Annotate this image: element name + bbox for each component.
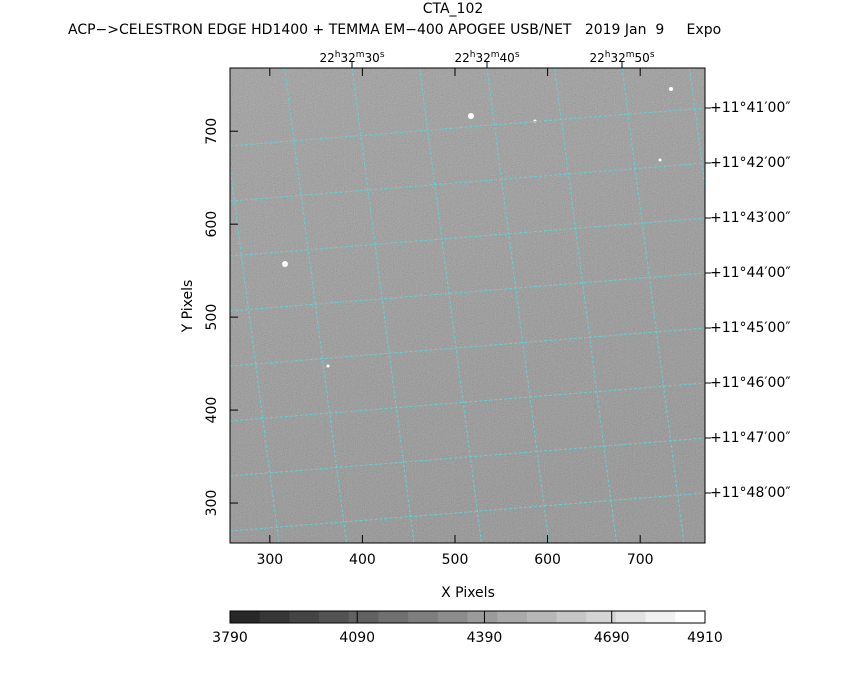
ra-label-part: 50 — [635, 51, 650, 65]
colorbar-block — [437, 611, 468, 623]
ra-label-part: h — [605, 50, 611, 60]
colorbar-block — [497, 611, 528, 623]
ra-label: 22h32m30s — [319, 50, 384, 65]
dec-grid-line — [230, 272, 705, 312]
x-tick-label: 700 — [627, 552, 654, 568]
image — [230, 68, 705, 543]
dec-label: +11°43′00″ — [710, 210, 791, 226]
dec-label: +11°41′00″ — [710, 100, 791, 116]
x-axis-label: X Pixels — [441, 585, 495, 601]
colorbar-block — [289, 611, 320, 623]
ra-label-part: s — [650, 50, 655, 60]
ra-label-part: 40 — [500, 51, 515, 65]
ra-label-part: s — [515, 50, 520, 60]
dec-label: +11°45′00″ — [710, 320, 791, 336]
x-tick-label: 600 — [534, 552, 561, 568]
colorbar-tick-label: 4910 — [687, 630, 723, 646]
colorbar-block — [259, 611, 290, 623]
plot-frame — [229, 67, 706, 544]
colorbar-block — [348, 611, 379, 623]
title: CTA_102 — [423, 1, 484, 17]
ra-label-part: 22 — [454, 51, 469, 65]
y-tick-label: 400 — [204, 397, 220, 424]
y-tick-label: 600 — [204, 211, 220, 238]
star — [669, 87, 673, 91]
colorbar-block — [586, 611, 617, 623]
ra-label-part: h — [335, 50, 341, 60]
subtitle: ACP−>CELESTRON EDGE HD1400 + TEMMA EM−40… — [68, 22, 721, 38]
colorbar-block — [467, 611, 498, 623]
x-tick-label: 300 — [256, 552, 283, 568]
dec-label: +11°44′00″ — [710, 265, 791, 281]
ra-label-part: h — [470, 50, 476, 60]
wcs-grid — [230, 68, 705, 543]
dec-grid-line — [230, 382, 705, 422]
dec-grid-line — [230, 327, 705, 367]
colorbar-block — [319, 611, 350, 623]
x-tick-label: 500 — [442, 552, 469, 568]
ra-label-part: m — [491, 50, 500, 60]
image-noise — [230, 68, 705, 543]
star — [326, 364, 330, 368]
dec-label: +11°42′00″ — [710, 155, 791, 171]
ra-label: 22h32m50s — [589, 50, 654, 65]
star — [282, 261, 288, 267]
dec-label: +11°46′00″ — [710, 375, 791, 391]
y-tick-label: 500 — [204, 304, 220, 331]
star — [658, 158, 662, 162]
colorbar-block — [378, 611, 409, 623]
dec-label: +11°47′00″ — [710, 430, 791, 446]
ra-label-part: 32 — [610, 51, 625, 65]
dec-grid-line — [230, 492, 705, 532]
ra-label-part: 22 — [319, 51, 334, 65]
x-tick-label: 400 — [349, 552, 376, 568]
colorbar-block — [615, 611, 647, 623]
colorbar-block — [230, 611, 261, 623]
colorbar-tick-label: 4090 — [339, 630, 375, 646]
colorbar-block — [526, 611, 558, 623]
colorbar-block — [675, 611, 706, 623]
dec-grid-line — [230, 162, 705, 202]
star — [468, 113, 474, 119]
colorbar-block — [556, 611, 587, 623]
ra-label-part: m — [626, 50, 635, 60]
colorbar-tick-label: 4690 — [594, 630, 630, 646]
colorbar: 3790 4090 4390 4690 4910 — [212, 610, 723, 646]
ra-label-part: 32 — [475, 51, 490, 65]
y-tick-label: 300 — [204, 490, 220, 517]
ra-label-part: m — [356, 50, 365, 60]
ra-label-part: 22 — [589, 51, 604, 65]
ra-label: 22h32m40s — [454, 50, 519, 65]
dec-grid-line — [230, 217, 705, 257]
dec-grid-line — [230, 107, 705, 147]
dec-label: +11°48′00″ — [710, 485, 791, 501]
colorbar-block — [408, 611, 439, 623]
ra-label-part: s — [380, 50, 385, 60]
ra-label-part: 30 — [365, 51, 380, 65]
colorbar-tick-label: 3790 — [212, 630, 248, 646]
ra-label-part: 32 — [340, 51, 355, 65]
dec-grid-line — [230, 437, 705, 477]
colorbar-block — [645, 611, 676, 623]
colorbar-tick-label: 4390 — [467, 630, 503, 646]
stars — [282, 87, 673, 368]
y-tick-label: 700 — [204, 118, 220, 145]
y-axis-label: Y Pixels — [180, 280, 196, 334]
